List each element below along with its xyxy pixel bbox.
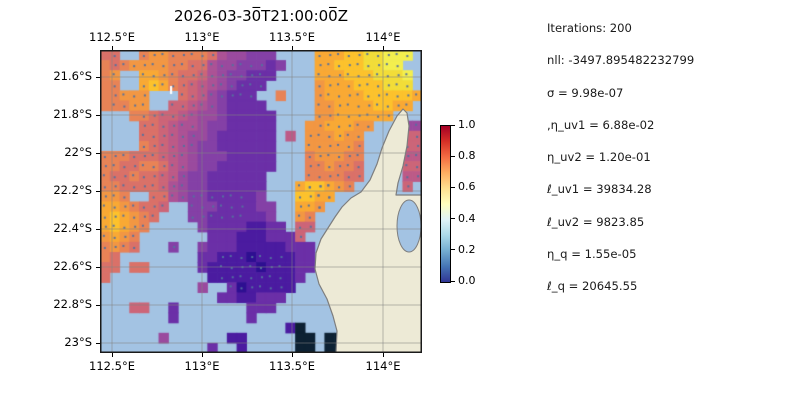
x-tick-label-bottom: 112.5°E [89, 359, 135, 373]
colorbar-tickmark [451, 280, 455, 282]
x-tick-label-top: 113.5°E [269, 30, 315, 44]
stat-line: Iterations: 200 [547, 21, 632, 35]
y-tick-label: 21.6°S [53, 69, 92, 83]
colorbar-tickmark [451, 249, 455, 251]
colorbar-tick-label: 0.6 [458, 180, 476, 194]
stat-line: η_q = 1.55e-05 [547, 246, 637, 261]
x-tick-label-bottom: 114°E [365, 359, 401, 373]
y-tickmark [96, 152, 100, 154]
y-tick-label: 21.8°S [53, 107, 92, 121]
stat-line: ℓ_uv1 = 39834.28 [547, 182, 652, 197]
x-tickmark-bottom [201, 353, 203, 357]
colorbar-tickmark [451, 155, 455, 157]
x-tickmark-bottom [291, 353, 293, 357]
y-tick-label: 23°S [64, 335, 92, 349]
colorbar-tickmark [451, 218, 455, 220]
stat-line: η_uv2 = 1.20e-01 [547, 150, 651, 164]
stat-line: nll: -3497.895482232799 [547, 53, 695, 68]
stat-line: ℓ_q = 20645.55 [547, 279, 638, 293]
y-tick-label: 22°S [64, 145, 92, 159]
y-tickmark [96, 266, 100, 268]
x-tickmark-top [291, 46, 293, 50]
x-tick-label-top: 114°E [365, 30, 401, 44]
colorbar-tick-label: 0.0 [458, 274, 476, 287]
y-tick-label: 22.2°S [53, 183, 92, 197]
y-tickmark [96, 114, 100, 116]
colorbar-tick-label: 0.2 [458, 242, 476, 256]
y-tickmark [96, 228, 100, 230]
x-tick-label-top: 112.5°E [89, 30, 135, 44]
y-tickmark [96, 76, 100, 78]
stat-line: σ = 9.98e-07 [547, 85, 624, 100]
y-tick-label: 22.6°S [53, 259, 92, 273]
y-tick-label: 22.8°S [53, 297, 92, 311]
stat-line: ,η_uv1 = 6.88e-02 [547, 117, 655, 132]
x-tick-label-bottom: 113.5°E [269, 359, 315, 373]
colorbar-tickmark [451, 186, 455, 188]
x-tickmark-bottom [382, 353, 384, 357]
x-tickmark-top [382, 46, 384, 50]
y-tickmark [96, 342, 100, 344]
stat-line: ℓ_uv2 = 9823.85 [547, 214, 645, 229]
y-tickmark [96, 304, 100, 306]
colorbar-tickmark [451, 124, 455, 126]
plot-title: 2026-03-30̅T21:00:00̅Z [174, 7, 348, 25]
x-tickmark-bottom [111, 353, 113, 357]
colorbar-tick-label: 1.0 [458, 118, 476, 131]
x-tick-label-bottom: 113°E [184, 359, 220, 373]
y-tick-label: 22.4°S [53, 221, 92, 235]
heatmap-canvas [100, 50, 422, 353]
colorbar-tick-label: 0.8 [458, 149, 476, 163]
x-tickmark-top [111, 46, 113, 50]
colorbar-tick-label: 0.4 [458, 211, 476, 225]
colorbar [440, 125, 451, 283]
y-tickmark [96, 190, 100, 192]
x-tick-label-top: 113°E [184, 30, 220, 44]
x-tickmark-top [201, 46, 203, 50]
